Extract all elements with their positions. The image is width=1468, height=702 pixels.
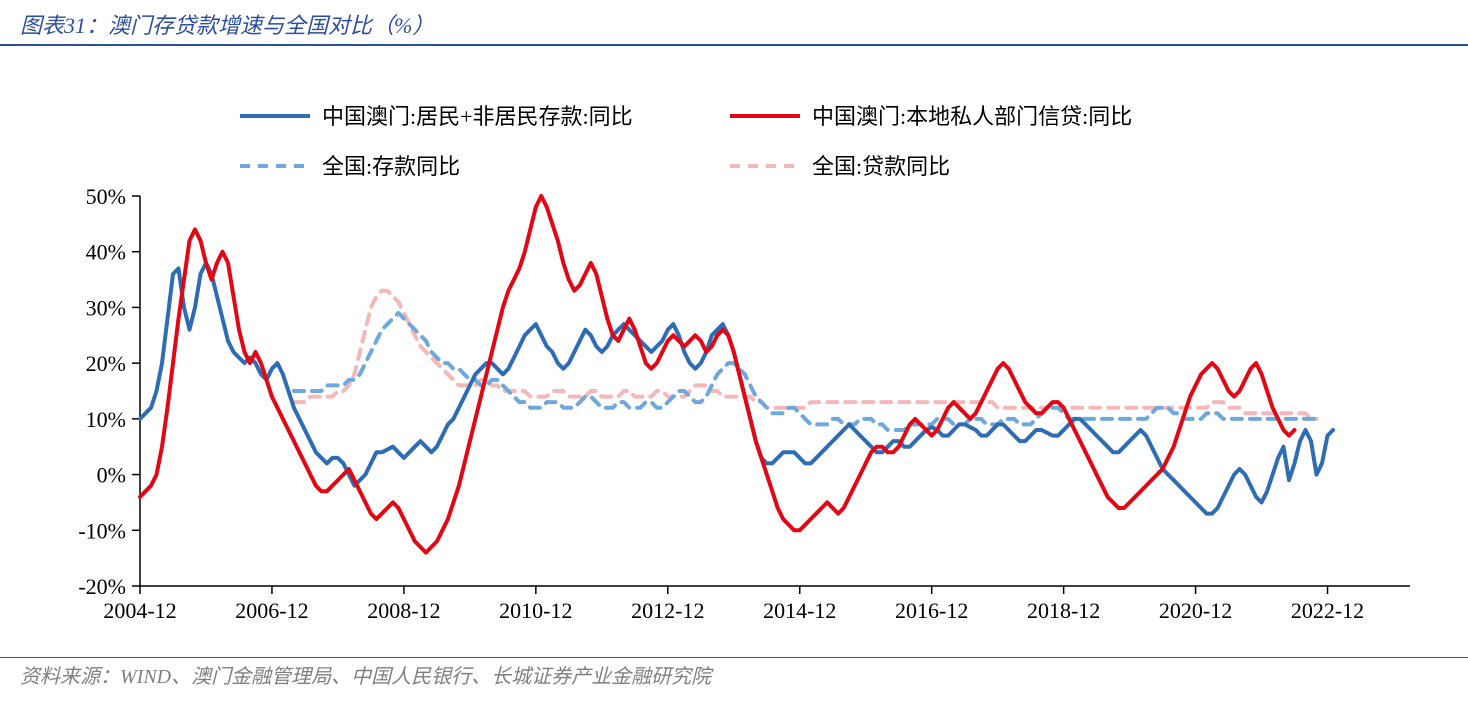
legend-label-national_deposits: 全国:存款同比 bbox=[322, 154, 460, 179]
svg-text:2020-12: 2020-12 bbox=[1159, 598, 1232, 623]
svg-text:2016-12: 2016-12 bbox=[895, 598, 968, 623]
svg-text:40%: 40% bbox=[86, 240, 126, 265]
svg-text:2008-12: 2008-12 bbox=[367, 598, 440, 623]
source-row: 资料来源：WIND、澳门金融管理局、中国人民银行、长城证券产业金融研究院 bbox=[0, 657, 1468, 697]
legend-label-national_loans: 全国:贷款同比 bbox=[812, 154, 950, 179]
chart-container: 图表31：澳门存贷款增速与全国对比（%） -20% -10% 0% 10% 20% 30%… bbox=[0, 0, 1468, 702]
svg-text:2012-12: 2012-12 bbox=[631, 598, 704, 623]
svg-text:2010-12: 2010-12 bbox=[499, 598, 572, 623]
svg-text:2014-12: 2014-12 bbox=[763, 598, 836, 623]
svg-text:2006-12: 2006-12 bbox=[235, 598, 308, 623]
svg-text:0%: 0% bbox=[97, 463, 126, 488]
svg-text:-10%: -10% bbox=[78, 518, 126, 543]
svg-text:-20%: -20% bbox=[78, 574, 126, 599]
svg-text:10%: 10% bbox=[86, 407, 126, 432]
svg-text:30%: 30% bbox=[86, 295, 126, 320]
chart-title: 图表31：澳门存贷款增速与全国对比（%） bbox=[20, 13, 434, 38]
svg-text:2004-12: 2004-12 bbox=[103, 598, 176, 623]
source-text: 资料来源：WIND、澳门金融管理局、中国人民银行、长城证券产业金融研究院 bbox=[20, 666, 711, 688]
svg-text:20%: 20% bbox=[86, 351, 126, 376]
series-national_loans bbox=[294, 291, 1317, 419]
legend-label-macau_credit: 中国澳门:本地私人部门信贷:同比 bbox=[812, 104, 1132, 129]
chart-area: -20% -10% 0% 10% 20% 30% 40% 50% 2004-12 2006-12 2… bbox=[30, 56, 1438, 651]
svg-text:50%: 50% bbox=[86, 184, 126, 209]
svg-text:2018-12: 2018-12 bbox=[1027, 598, 1100, 623]
line-chart-svg: -20% -10% 0% 10% 20% 30% 40% 50% 2004-12 2006-12 2… bbox=[30, 56, 1430, 646]
svg-text:2022-12: 2022-12 bbox=[1291, 598, 1364, 623]
legend-label-macau_deposits: 中国澳门:居民+非居民存款:同比 bbox=[322, 104, 633, 129]
title-row: 图表31：澳门存贷款增速与全国对比（%） bbox=[0, 0, 1468, 46]
